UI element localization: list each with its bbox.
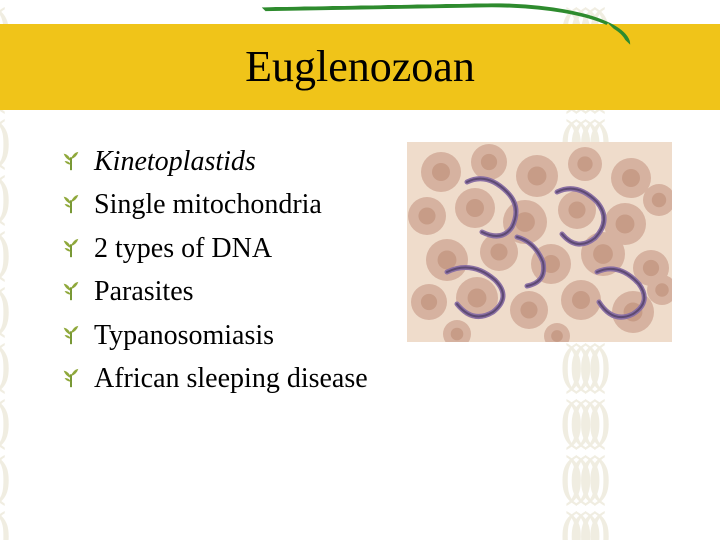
slide: ()()()()()()()()()()()()()()()()()()()()… [0, 0, 720, 540]
bullet-text: African sleeping disease [94, 363, 368, 394]
bullet-item: African sleeping disease [60, 357, 660, 400]
bullet-text: Parasites [94, 276, 194, 307]
bullet-text: 2 types of DNA [94, 233, 272, 264]
plant-bullet-icon [60, 150, 82, 172]
watermark-glyph: ()()()() [0, 448, 160, 504]
watermark-glyph: ()()()() [0, 504, 160, 540]
watermark-glyph: ()()()() [560, 448, 720, 504]
watermark-glyph: ()()()() [560, 392, 720, 448]
bullet-text: Typanosomiasis [94, 320, 274, 351]
plant-bullet-icon [60, 193, 82, 215]
slide-title: Euglenozoan [0, 24, 720, 110]
micrograph-image [407, 142, 672, 342]
title-band: Euglenozoan [0, 24, 720, 110]
blood-smear-figure [407, 142, 672, 342]
plant-bullet-icon [60, 280, 82, 302]
bullet-text: Single mitochondria [94, 189, 322, 220]
plant-bullet-icon [60, 324, 82, 346]
plant-bullet-icon [60, 367, 82, 389]
plant-bullet-icon [60, 237, 82, 259]
watermark-glyph: ()()()() [560, 504, 720, 540]
watermark-glyph: ()()()() [0, 392, 160, 448]
bullet-text: Kinetoplastids [94, 146, 256, 177]
